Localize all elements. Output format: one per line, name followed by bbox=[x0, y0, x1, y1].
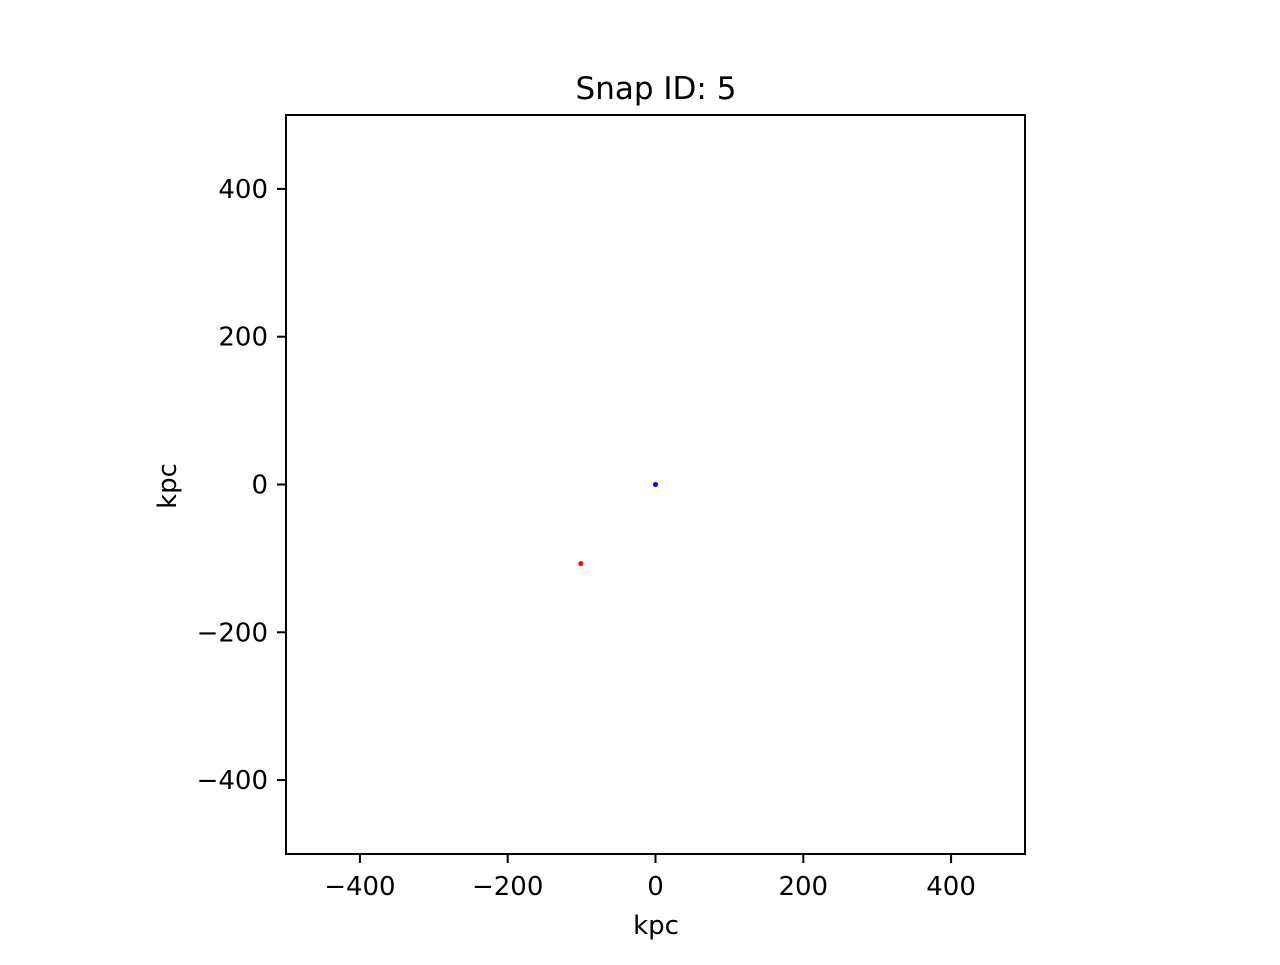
x-tick-label: 400 bbox=[926, 872, 976, 902]
y-axis-label: kpc bbox=[153, 463, 183, 509]
x-tick-label: 200 bbox=[778, 872, 828, 902]
x-axis-label: kpc bbox=[633, 911, 679, 941]
y-tick-label: −400 bbox=[197, 766, 268, 796]
data-point-series-2 bbox=[578, 561, 584, 567]
y-tick-label: −200 bbox=[197, 618, 268, 648]
data-points bbox=[578, 482, 658, 567]
data-point-series-1 bbox=[653, 482, 658, 487]
y-tick-label: 200 bbox=[218, 323, 268, 353]
axis-ticks: −400 −200 0 200 400 −400 −200 0 200 400 bbox=[197, 175, 976, 902]
x-tick-label: 0 bbox=[647, 872, 664, 902]
x-tick-label: −200 bbox=[472, 872, 543, 902]
plot-frame bbox=[285, 114, 1026, 855]
y-tick-label: 0 bbox=[251, 471, 268, 501]
y-tick-label: 400 bbox=[218, 175, 268, 205]
x-tick-label: −400 bbox=[324, 872, 395, 902]
chart-title: Snap ID: 5 bbox=[576, 71, 737, 107]
